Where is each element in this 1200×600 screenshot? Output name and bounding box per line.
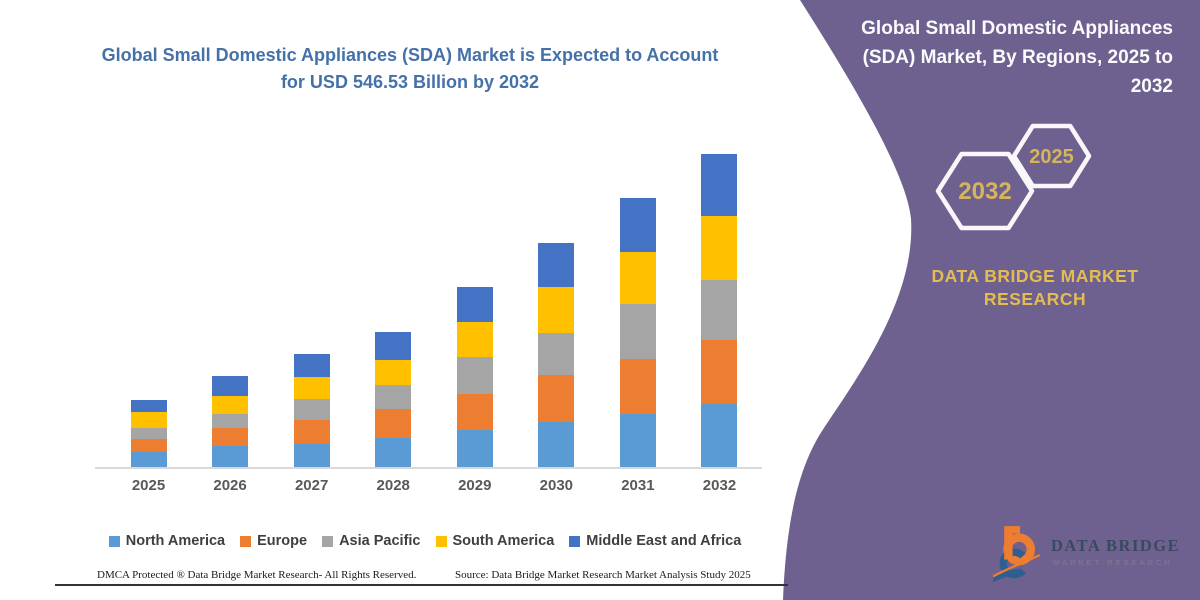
x-axis-label: 2028 — [376, 477, 410, 494]
bar-segment — [375, 359, 412, 386]
bar-segment — [130, 452, 167, 467]
hexagon-2032-label: 2032 — [958, 178, 1011, 205]
legend-label: North America — [125, 533, 226, 549]
bar-segment — [538, 243, 575, 288]
legend-swatch — [322, 535, 334, 547]
footer-source-text: Source: Data Bridge Market Research Mark… — [455, 569, 751, 581]
bar-segment — [375, 437, 412, 467]
bar-segment — [130, 399, 167, 412]
x-axis-label: 2025 — [131, 477, 166, 494]
dbmr-logo-icon — [993, 526, 1041, 583]
logo-tagline: MARKET RESEARCH — [1053, 558, 1173, 567]
bar-segment — [456, 321, 493, 357]
legend-label: South America — [452, 533, 555, 549]
bar-segment — [538, 333, 575, 376]
bar-segment — [293, 353, 330, 377]
bar-segment — [293, 444, 330, 467]
bar-segment — [619, 198, 656, 252]
x-axis-labels: 2025 2026 2027 2028 2029 2030 2031 2032 — [95, 477, 762, 499]
bar-segment — [456, 287, 493, 322]
bar-segment — [619, 303, 656, 359]
stacked-bar-chart — [95, 140, 762, 469]
forecast-hexagons: 2032 2025 — [935, 123, 1092, 231]
bar-segment — [456, 430, 493, 467]
bar-segment — [701, 340, 738, 404]
side-panel-shape — [783, 0, 1200, 600]
hexagon-2032 — [935, 151, 1035, 231]
legend-swatch — [240, 535, 252, 547]
legend-item: Europe — [240, 533, 307, 549]
bar-segment — [456, 393, 493, 431]
bar-segment — [212, 427, 249, 447]
bar-segment — [375, 385, 412, 409]
hexagon-2025-label: 2025 — [1029, 146, 1074, 168]
bar-segment — [212, 413, 249, 428]
bar-segment — [701, 216, 738, 281]
bar-segment — [130, 411, 167, 428]
bar-segment — [701, 280, 738, 341]
footer-dmca-text: DMCA Protected ® Data Bridge Market Rese… — [97, 569, 417, 581]
legend-item: Asia Pacific — [322, 533, 421, 549]
bar-segment — [130, 438, 167, 452]
legend-label: Middle East and Africa — [586, 533, 742, 549]
dbmr-logo: DATA BRIDGE MARKET RESEARCH — [993, 520, 1183, 592]
bar-segment — [619, 413, 656, 467]
brand-text: DATA BRIDGE MARKET RESEARCH — [931, 266, 1139, 309]
x-axis-label: 2030 — [539, 477, 574, 494]
bar-segment — [456, 356, 493, 394]
bar-segment — [212, 446, 249, 467]
bar-segment — [538, 421, 575, 467]
bar-segment — [212, 396, 249, 414]
bar-segment — [701, 403, 738, 467]
x-axis-label: 2027 — [294, 477, 329, 494]
bar-segment — [619, 251, 656, 304]
legend-swatch — [569, 535, 581, 547]
legend-item: North America — [108, 533, 226, 549]
x-axis-label: 2029 — [458, 477, 492, 494]
bar-segment — [538, 375, 575, 422]
legend: North America Europe Asia Pacific South Ame… — [75, 530, 775, 552]
bar-segment — [293, 376, 330, 399]
bar-segment — [375, 408, 412, 438]
x-axis-label: 2032 — [702, 477, 737, 494]
x-axis-label: 2031 — [621, 477, 655, 494]
bar-segment — [619, 358, 656, 414]
x-axis-label: 2026 — [213, 477, 247, 494]
bar-segment — [293, 420, 330, 445]
bar-segment — [293, 398, 330, 421]
legend-item: South America — [435, 533, 555, 549]
legend-label: Asia Pacific — [339, 533, 421, 549]
bar-segment — [538, 287, 575, 334]
hexagon-2025 — [1011, 123, 1092, 189]
legend-swatch — [435, 535, 447, 547]
bar-segment — [130, 427, 167, 439]
legend-label: Europe — [257, 533, 308, 549]
panel-title: Global Small Domestic Appliances (SDA) M… — [861, 18, 1173, 97]
bar-segment — [212, 376, 249, 397]
bar-segment — [701, 154, 738, 217]
legend-item: Middle East and Africa — [569, 533, 741, 549]
bar-segment — [375, 331, 412, 360]
footer-divider — [55, 584, 788, 586]
legend-swatch — [108, 535, 120, 547]
chart-title: Global Small Domestic Appliances (SDA) M… — [101, 45, 719, 92]
logo-name: DATA BRIDGE — [1051, 536, 1181, 555]
